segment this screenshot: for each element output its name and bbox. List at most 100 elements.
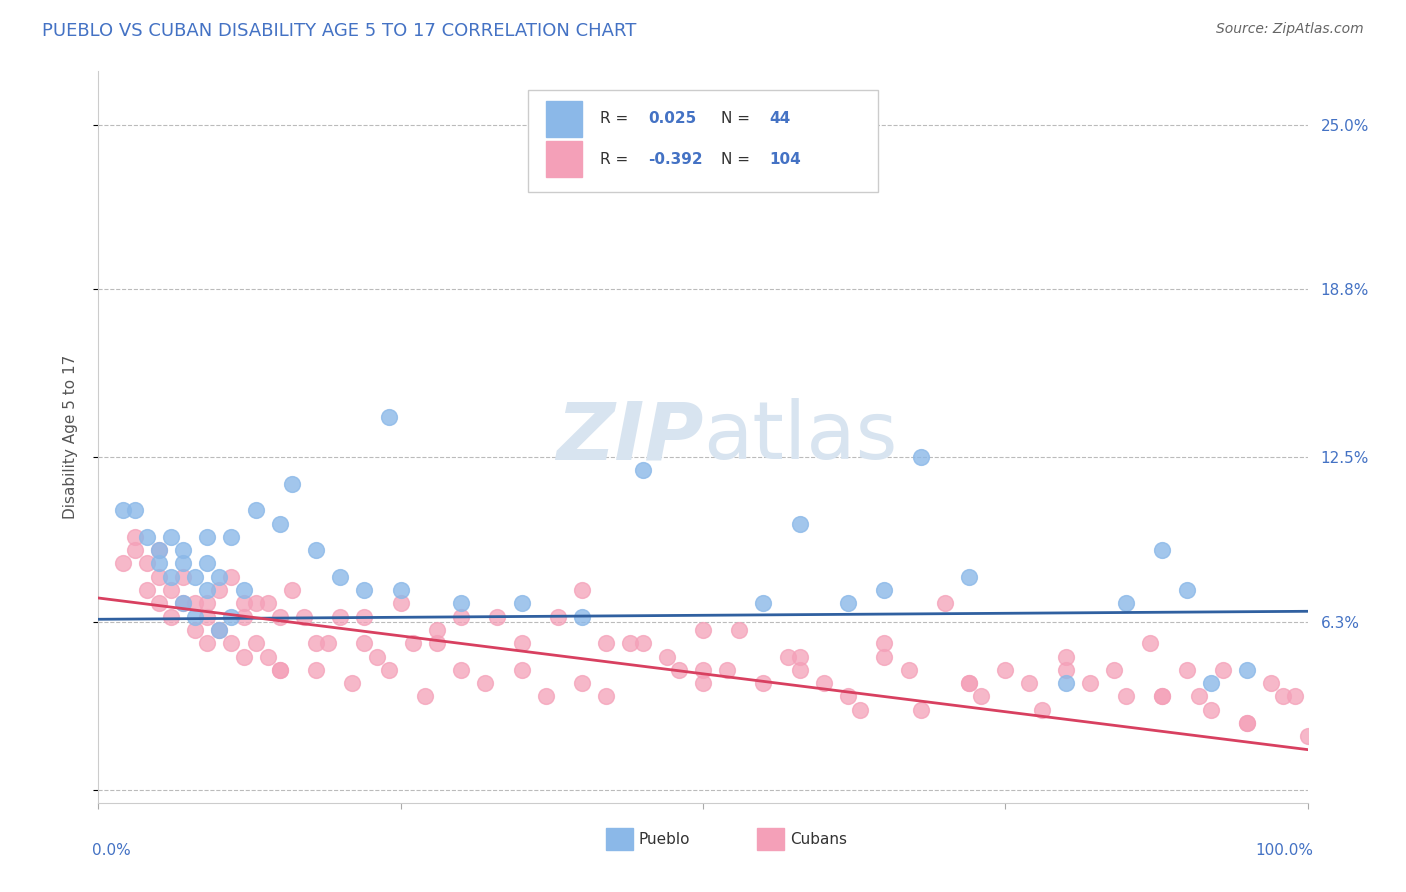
Point xyxy=(957,676,980,690)
Point xyxy=(221,636,243,650)
Point xyxy=(1139,636,1161,650)
Point xyxy=(595,636,617,650)
Point xyxy=(1152,690,1174,704)
Point xyxy=(256,649,278,664)
Text: R =: R = xyxy=(600,152,633,167)
Point xyxy=(571,676,593,690)
Point xyxy=(269,663,291,677)
Point xyxy=(160,570,183,584)
Point xyxy=(1188,690,1211,704)
Text: 100.0%: 100.0% xyxy=(1256,843,1313,858)
Point xyxy=(873,582,896,597)
Point xyxy=(1212,663,1234,677)
Point xyxy=(450,609,472,624)
Bar xyxy=(758,829,785,850)
Point xyxy=(970,690,993,704)
Bar xyxy=(606,829,633,850)
Point xyxy=(245,596,267,610)
Point xyxy=(353,609,375,624)
Point xyxy=(184,609,207,624)
Point xyxy=(402,636,425,650)
Point xyxy=(692,663,714,677)
Point xyxy=(111,557,134,571)
Point xyxy=(994,663,1017,677)
Point xyxy=(111,503,134,517)
Point xyxy=(1152,690,1174,704)
Point xyxy=(1199,676,1222,690)
Point xyxy=(1031,703,1053,717)
Point xyxy=(124,503,146,517)
Point xyxy=(837,690,859,704)
Point xyxy=(619,636,641,650)
Point xyxy=(342,676,364,690)
Text: Source: ZipAtlas.com: Source: ZipAtlas.com xyxy=(1216,22,1364,37)
Point xyxy=(1018,676,1040,690)
Point xyxy=(232,649,254,664)
Point xyxy=(160,582,183,597)
Point xyxy=(752,596,775,610)
Point xyxy=(124,530,146,544)
Point xyxy=(160,609,183,624)
Text: 0.025: 0.025 xyxy=(648,112,697,127)
Point xyxy=(934,596,956,610)
Point xyxy=(910,450,932,464)
Point xyxy=(269,609,291,624)
Point xyxy=(413,690,436,704)
Point xyxy=(208,570,231,584)
Point xyxy=(897,663,920,677)
Point xyxy=(148,557,170,571)
Point xyxy=(1152,543,1174,558)
Point xyxy=(184,570,207,584)
Point xyxy=(281,582,304,597)
Point xyxy=(221,570,243,584)
Point xyxy=(148,543,170,558)
Point xyxy=(1236,663,1258,677)
Text: atlas: atlas xyxy=(703,398,897,476)
Point xyxy=(305,636,328,650)
Point xyxy=(148,570,170,584)
Point xyxy=(389,596,412,610)
Point xyxy=(837,596,859,610)
Point xyxy=(195,582,218,597)
Point xyxy=(245,503,267,517)
Point xyxy=(353,582,375,597)
Point xyxy=(377,410,399,425)
Point xyxy=(1236,716,1258,731)
Point xyxy=(172,570,194,584)
Point xyxy=(450,596,472,610)
Point xyxy=(269,516,291,531)
Point xyxy=(389,582,412,597)
Point xyxy=(1175,663,1198,677)
Point xyxy=(281,476,304,491)
Point xyxy=(486,609,509,624)
Point xyxy=(329,570,352,584)
Point xyxy=(172,596,194,610)
Text: Cubans: Cubans xyxy=(790,832,846,847)
Point xyxy=(172,543,194,558)
Point xyxy=(195,636,218,650)
Point xyxy=(873,636,896,650)
Point xyxy=(1236,716,1258,731)
Point xyxy=(232,609,254,624)
Point xyxy=(269,663,291,677)
Point xyxy=(195,596,218,610)
Point xyxy=(957,676,980,690)
Point xyxy=(316,636,339,650)
Point xyxy=(813,676,835,690)
Text: PUEBLO VS CUBAN DISABILITY AGE 5 TO 17 CORRELATION CHART: PUEBLO VS CUBAN DISABILITY AGE 5 TO 17 C… xyxy=(42,22,637,40)
Point xyxy=(148,596,170,610)
Point xyxy=(1054,649,1077,664)
Point xyxy=(631,636,654,650)
Point xyxy=(849,703,872,717)
Point xyxy=(353,636,375,650)
Point xyxy=(292,609,315,624)
Point xyxy=(1175,582,1198,597)
Point xyxy=(692,676,714,690)
Point xyxy=(595,690,617,704)
Point xyxy=(1272,690,1295,704)
Point xyxy=(534,690,557,704)
Point xyxy=(450,663,472,677)
Bar xyxy=(546,141,582,178)
Point xyxy=(172,557,194,571)
Point xyxy=(305,543,328,558)
